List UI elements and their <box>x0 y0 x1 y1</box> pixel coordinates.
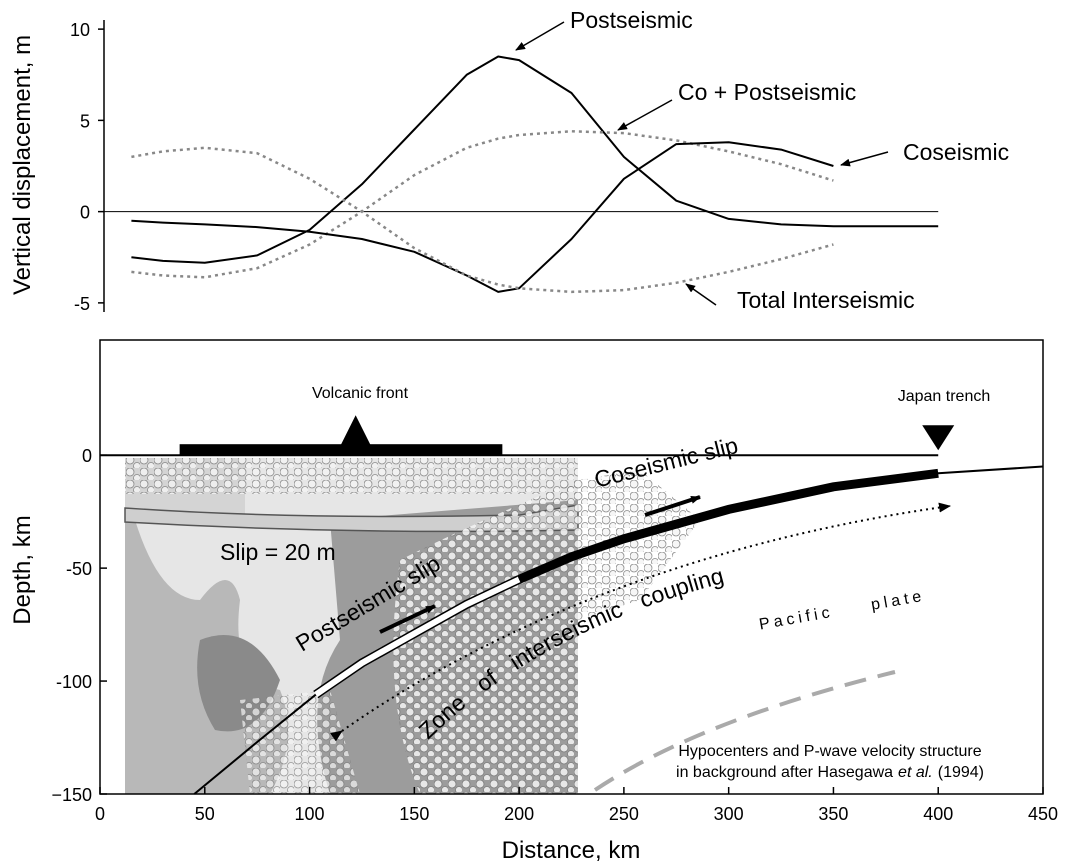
volcanic-arc <box>179 444 503 456</box>
note: Hypocenters and P-wave velocity structur… <box>678 743 981 760</box>
x-tick-label: 400 <box>923 804 953 824</box>
x-tick-label: 0 <box>95 804 105 824</box>
slip-amount-label: Slip = 20 m <box>220 539 336 565</box>
y-tick-label: -100 <box>56 672 92 692</box>
note: in background after Hasegawa et al. (1994) <box>676 764 984 781</box>
series-label: Postseismic <box>570 7 693 33</box>
plate-label: Pacific plate <box>758 588 927 634</box>
series-label: Total Interseismic <box>737 287 915 313</box>
series-line <box>131 130 834 279</box>
trench-label: Japan trench <box>898 388 991 405</box>
label-arrow <box>685 283 717 306</box>
x-tick-label: 50 <box>195 804 215 824</box>
top-panel: Vertical displacement, m 10 5 0 -5 Postseism… <box>9 7 1009 314</box>
note-part: (1994) <box>938 764 984 781</box>
x-tick-label: 350 <box>818 804 848 824</box>
bottom-panel: Depth, km Distance, km Volcanic front Ja… <box>9 339 1058 864</box>
volcanic-front-label: Volcanic front <box>312 385 409 402</box>
trench-marker <box>922 425 955 451</box>
postseismic-slip <box>314 576 521 698</box>
label-arrow <box>840 151 889 167</box>
note-part: et al. <box>898 764 933 781</box>
x-tick-label: 200 <box>504 804 534 824</box>
y-tick-label: -50 <box>66 559 92 579</box>
series-line <box>131 55 939 264</box>
series-line <box>131 146 834 294</box>
coupling-arrow <box>330 502 951 742</box>
label-arrow <box>515 21 565 51</box>
y-axis-title: Depth, km <box>9 515 36 624</box>
y-tick-label: 0 <box>82 446 92 466</box>
y-tick-label: −150 <box>51 785 92 805</box>
series-line <box>131 141 834 293</box>
y-tick-label: 10 <box>70 20 90 40</box>
coseismic-slip <box>517 468 939 584</box>
x-tick-label: 150 <box>399 804 429 824</box>
x-axis-title: Distance, km <box>502 837 641 864</box>
series-label: Co + Postseismic <box>678 79 856 105</box>
volcanic-front-marker <box>340 415 371 446</box>
y-tick-label: 0 <box>80 203 90 223</box>
note-part: in background after Hasegawa <box>676 764 893 781</box>
x-tick-label: 450 <box>1028 804 1058 824</box>
x-tick-label: 300 <box>714 804 744 824</box>
y-tick-label: -5 <box>74 294 90 314</box>
plot-frame <box>99 339 1044 795</box>
x-tick-label: 250 <box>609 804 639 824</box>
label-arrow <box>617 99 673 131</box>
coseismic-slip-label: Coseismic slip <box>592 432 741 493</box>
y-axis-title: Vertical displacement, m <box>9 35 36 295</box>
x-tick-label: 100 <box>295 804 325 824</box>
series-label: Coseismic <box>903 139 1009 165</box>
y-tick-label: 5 <box>80 111 90 131</box>
